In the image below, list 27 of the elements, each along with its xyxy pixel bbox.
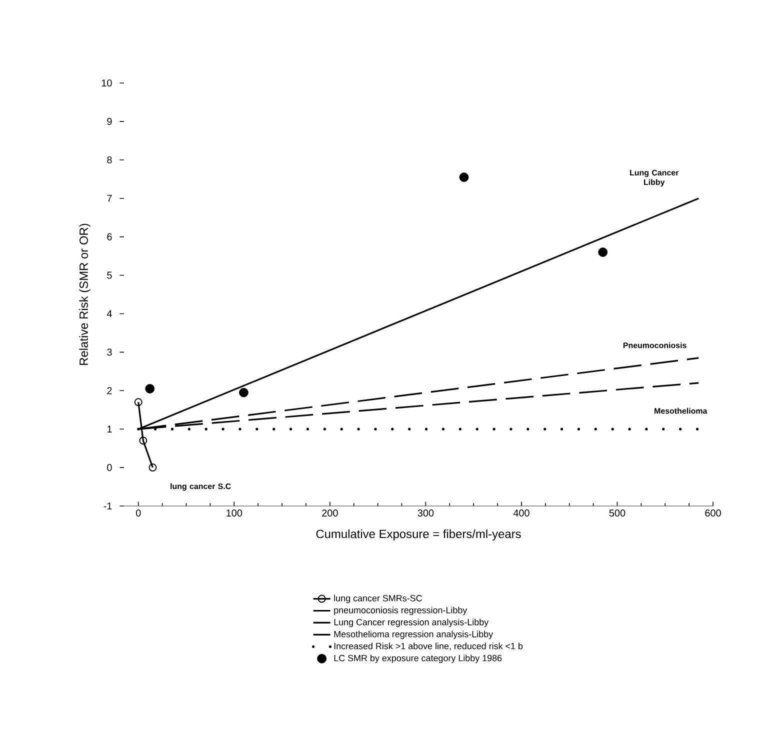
x-tick-label: 300 bbox=[418, 510, 434, 517]
y-tick-label: 1 bbox=[107, 426, 112, 433]
x-tick-label: 100 bbox=[226, 510, 242, 517]
y-tick-label: 0 bbox=[107, 464, 112, 472]
y-axis-title: Relative Risk (SMR or OR) bbox=[79, 224, 90, 365]
legend-label: pneumoconiosis regression-Libby bbox=[334, 606, 468, 616]
legend-label: Increased Risk >1 above line, reduced risk <1 b bbox=[334, 642, 523, 650]
legend-label: Lung Cancer regression analysis-Libby bbox=[334, 618, 489, 628]
y-tick-label: 8 bbox=[107, 156, 112, 164]
x-tick-label: 200 bbox=[322, 510, 338, 517]
x-tick-label: 400 bbox=[513, 510, 530, 517]
y-tick-label: 2 bbox=[107, 387, 112, 394]
y-tick-label: 4 bbox=[106, 310, 112, 318]
legend-label: Mesothelioma regression analysis-Libby bbox=[334, 630, 494, 640]
y-tick-label: 3 bbox=[107, 348, 112, 356]
x-axis-title: Cumulative Exposure = fibers/ml-years bbox=[316, 529, 521, 541]
legend-label: LC SMR by exposure category Libby 1986 bbox=[334, 654, 502, 664]
y-tick-label: 6 bbox=[107, 233, 112, 240]
y-tick-label: 9 bbox=[107, 118, 112, 125]
y-tick-label: -1 bbox=[104, 502, 112, 510]
y-tick-label: 5 bbox=[107, 272, 112, 279]
x-tick-label: 500 bbox=[609, 510, 626, 517]
y-tick-label: 7 bbox=[107, 194, 112, 202]
x-tick-label: 0 bbox=[136, 510, 141, 517]
legend-label: lung cancer SMRs-SC bbox=[334, 594, 422, 604]
x-tick-label: 600 bbox=[705, 510, 721, 517]
y-tick-label: 10 bbox=[102, 79, 112, 87]
